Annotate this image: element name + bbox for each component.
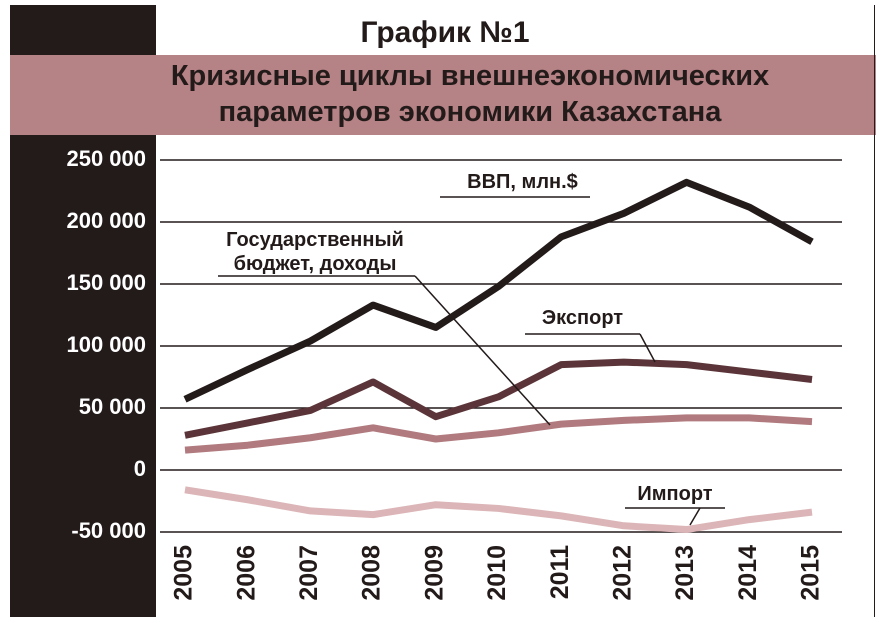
subtitle-band xyxy=(156,55,876,135)
series-label: ВВП, млн.$ xyxy=(467,171,578,193)
chart-title: График №1 xyxy=(360,16,529,49)
series-label: Импорт xyxy=(637,483,713,505)
y-tick-label: 0 xyxy=(134,456,146,481)
series-label: Государственный бюджет, доходы xyxy=(226,229,404,275)
x-tick-label: 2013 xyxy=(671,545,699,601)
x-tick-label: 2014 xyxy=(734,545,762,601)
x-tick-label: 2005 xyxy=(170,545,198,601)
series-line xyxy=(184,358,813,439)
x-tick-label: 2012 xyxy=(609,545,637,601)
x-tick-label: 2009 xyxy=(420,545,448,601)
series-label: Экспорт xyxy=(541,307,624,329)
x-tick-label: 2010 xyxy=(483,545,511,601)
y-tick-label: -50 000 xyxy=(71,518,146,543)
annotation-leader xyxy=(414,275,551,426)
x-tick-label: 2008 xyxy=(358,545,386,601)
annotation-leader xyxy=(639,333,656,363)
x-tick-label: 2007 xyxy=(295,545,323,601)
x-tick-label: 2015 xyxy=(797,545,825,601)
chart-subtitle: Кризисные циклы внешнеэкономических пара… xyxy=(170,60,770,128)
series-line xyxy=(183,178,814,403)
y-tick-label: 50 000 xyxy=(79,394,146,419)
y-tick-label: 200 000 xyxy=(66,208,146,233)
y-tick-label: 100 000 xyxy=(66,332,146,357)
x-tick-label: 2011 xyxy=(546,545,574,599)
frame xyxy=(874,5,875,617)
y-tick-label: 250 000 xyxy=(66,146,146,171)
y-tick-label: 150 000 xyxy=(66,270,146,295)
series-line xyxy=(184,486,813,534)
subtitle-band-left xyxy=(10,55,156,135)
annotation-leader xyxy=(689,507,701,526)
x-tick-label: 2006 xyxy=(232,545,260,601)
series-line xyxy=(184,414,813,454)
